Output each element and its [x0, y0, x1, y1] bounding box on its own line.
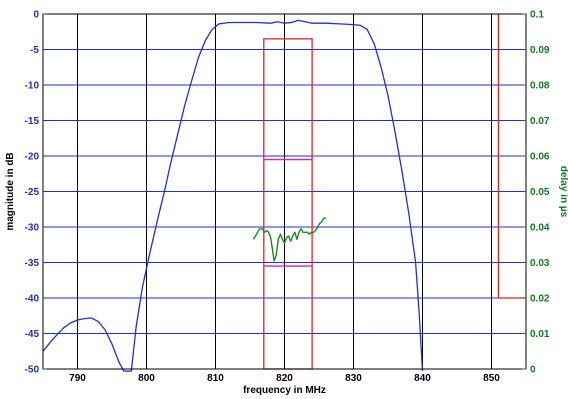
x-axis-label: frequency in MHz [243, 385, 326, 396]
x-tick-label: 840 [414, 373, 431, 384]
magnitude-mask-step [497, 14, 526, 299]
y-left-tick-label: -35 [25, 258, 40, 269]
y-left-tick-label: -40 [25, 294, 40, 305]
delay-series-line [252, 217, 326, 262]
ticks-layer: 0 -5 -10 -15 -20 -25 -30 -35 -40 -45 -50 0 0.01 0.02 0… [25, 10, 550, 385]
y-right-tick-label: 0.07 [530, 116, 550, 127]
y-right-tick-label: 0.01 [530, 329, 550, 340]
y-right-tick-label: 0.04 [530, 223, 550, 234]
series-layer [42, 19, 424, 372]
x-tick-label: 790 [69, 373, 86, 384]
y-left-tick-label: -20 [25, 152, 40, 163]
x-tick-label: 810 [207, 373, 224, 384]
y-left-tick-label: 0 [33, 10, 39, 21]
y-left-tick-label: -45 [25, 329, 40, 340]
x-tick-label: 850 [483, 373, 500, 384]
y-left-tick-label: -50 [25, 365, 40, 376]
y-right-tick-label: 0.06 [530, 152, 550, 163]
y-right-tick-label: 0.03 [530, 258, 550, 269]
y-left-tick-label: -10 [25, 81, 40, 92]
y-left-tick-label: -25 [25, 187, 40, 198]
mask-layer [263, 14, 526, 370]
x-tick-label: 820 [276, 373, 293, 384]
y-right-tick-label: 0.08 [530, 81, 550, 92]
y-left-tick-label: -5 [30, 45, 39, 56]
y-right-tick-label: 0 [530, 365, 536, 376]
y-left-tick-label: -15 [25, 116, 40, 127]
y-left-tick-label: -30 [25, 223, 40, 234]
y-right-tick-label: 0.09 [530, 45, 550, 56]
x-tick-label: 830 [345, 373, 362, 384]
y-axis-right-label: delay in µs [558, 166, 568, 218]
y-right-tick-label: 0.02 [530, 294, 550, 305]
y-axis-left-label: magnitude in dB [5, 152, 16, 230]
magnitude-series-line [42, 19, 424, 372]
y-right-tick-label: 0.05 [530, 187, 550, 198]
x-tick-label: 800 [138, 373, 155, 384]
y-right-tick-label: 0.1 [530, 10, 544, 21]
